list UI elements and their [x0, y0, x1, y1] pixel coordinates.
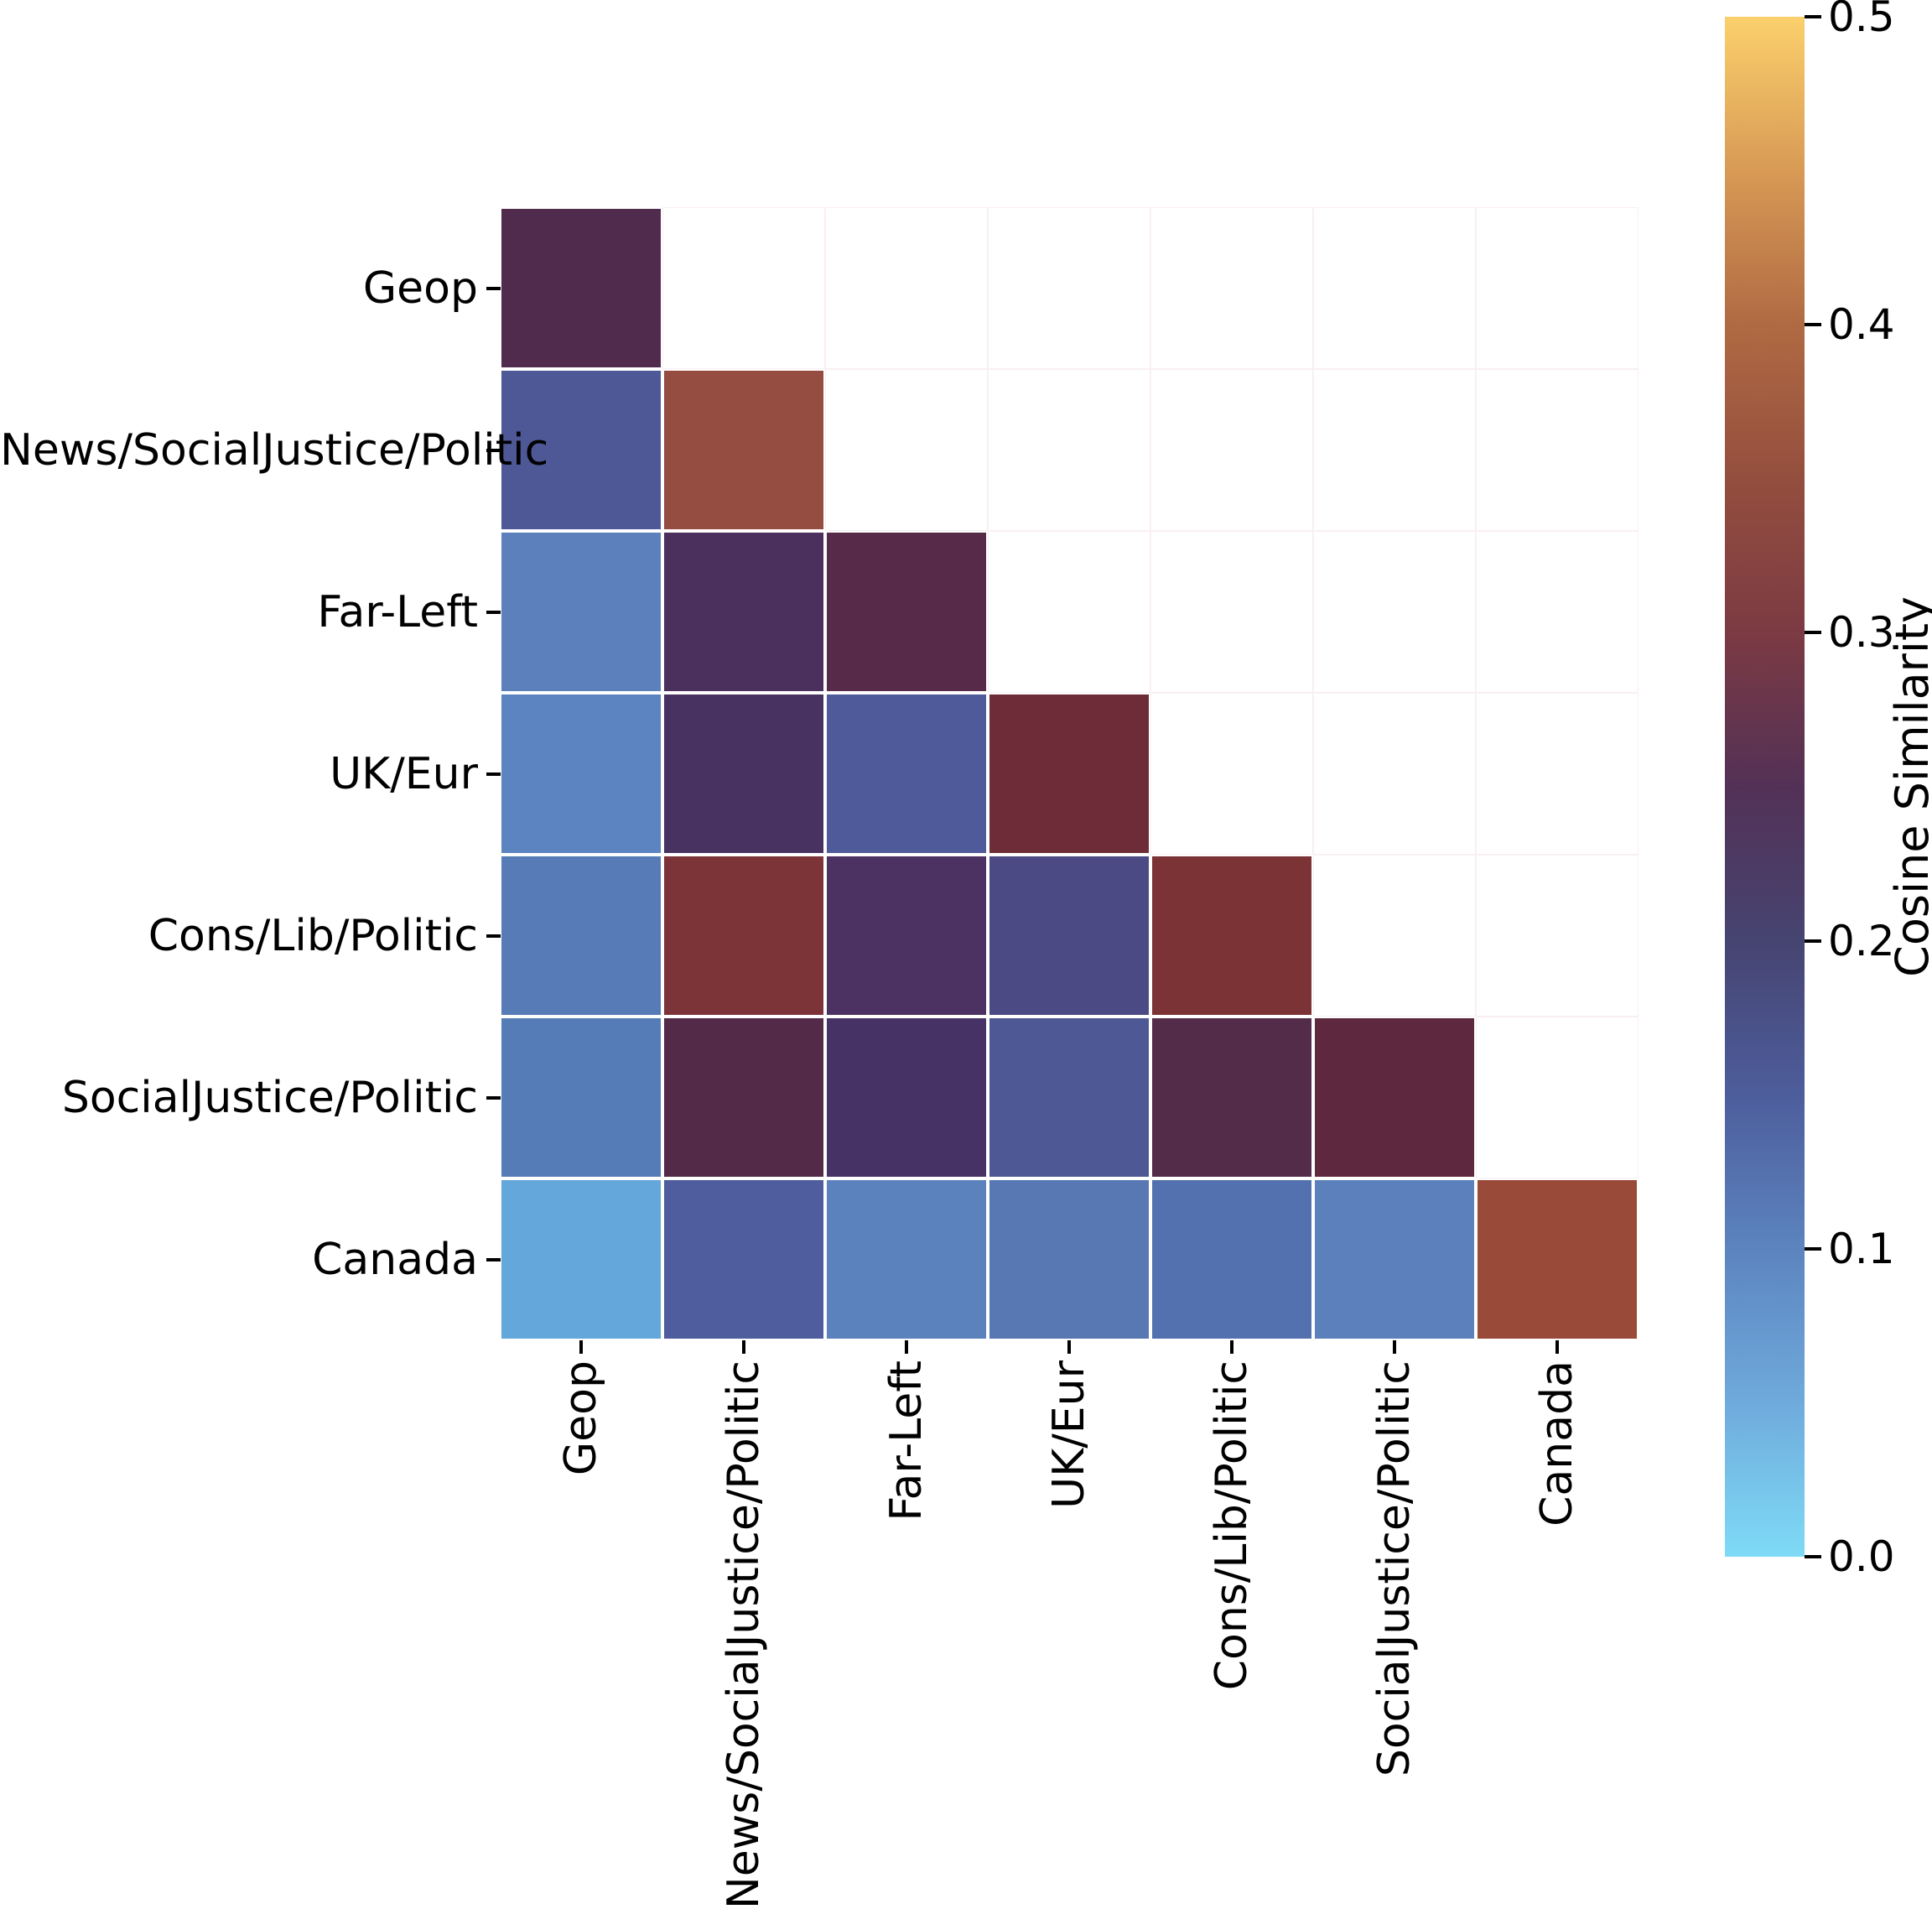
x-tick-label-wrap: Cons/Lib/Politic	[1205, 1360, 1259, 1690]
heatmap-cell	[989, 694, 1149, 853]
x-tick	[1393, 1340, 1396, 1354]
y-tick-label: UK/Eur	[0, 747, 478, 801]
heatmap-masked-cell	[1313, 369, 1476, 531]
colorbar-tick-label: 0.3	[1828, 606, 1895, 659]
heatmap-masked-cell	[825, 369, 988, 531]
y-tick	[486, 1096, 501, 1100]
heatmap-masked-cell	[1313, 531, 1476, 693]
y-tick-label: News/SocialJustice/Politic	[0, 424, 478, 477]
heatmap-cell	[827, 533, 986, 691]
y-tick	[486, 1258, 501, 1261]
x-tick-label-wrap: Canada	[1530, 1360, 1584, 1527]
heatmap-cell	[664, 856, 823, 1015]
x-tick-label-wrap: UK/Eur	[1042, 1360, 1096, 1509]
colorbar-tick-label: 0.1	[1828, 1222, 1895, 1276]
heatmap-plot-area	[500, 207, 1639, 1340]
x-tick-label: UK/Eur	[1044, 1360, 1094, 1509]
y-tick-label: Canada	[0, 1233, 478, 1287]
y-tick-label: Geop	[0, 262, 478, 315]
heatmap-cell	[501, 533, 661, 691]
heatmap-masked-cell	[1150, 693, 1313, 855]
x-tick-label: SocialJustice/Politic	[1369, 1360, 1420, 1776]
heatmap-masked-cell	[988, 531, 1150, 693]
heatmap-cell	[827, 1180, 986, 1339]
y-tick-label: Cons/Lib/Politic	[0, 909, 478, 963]
x-tick	[579, 1340, 583, 1354]
x-tick	[1067, 1340, 1071, 1354]
x-tick	[1230, 1340, 1233, 1354]
colorbar-tick	[1805, 939, 1821, 943]
y-tick-label: SocialJustice/Politic	[0, 1071, 478, 1125]
x-tick-label-wrap: Far-Left	[880, 1360, 933, 1521]
heatmap-cell	[1152, 1018, 1311, 1177]
x-tick-label: Geop	[556, 1360, 606, 1475]
x-tick-label: Canada	[1532, 1360, 1582, 1527]
heatmap-cell	[989, 856, 1149, 1015]
heatmap-cell	[501, 209, 661, 367]
heatmap-cell	[664, 694, 823, 853]
x-tick	[742, 1340, 745, 1354]
heatmap-masked-cell	[1476, 855, 1639, 1017]
heatmap-masked-cell	[1476, 207, 1639, 369]
heatmap-cell	[827, 694, 986, 853]
colorbar-tick-label: 0.4	[1828, 298, 1895, 351]
x-tick-label-wrap: SocialJustice/Politic	[1368, 1360, 1421, 1776]
heatmap-cell	[664, 1180, 823, 1339]
x-tick	[1555, 1340, 1559, 1354]
heatmap-masked-cell	[1150, 531, 1313, 693]
heatmap-cell	[1152, 856, 1311, 1015]
heatmap-masked-cell	[1476, 693, 1639, 855]
colorbar-gradient	[1725, 17, 1805, 1557]
heatmap-masked-cell	[988, 369, 1150, 531]
heatmap-masked-cell	[1150, 369, 1313, 531]
x-tick-label: Cons/Lib/Politic	[1207, 1360, 1257, 1690]
heatmap-cell	[1315, 1180, 1474, 1339]
y-tick	[486, 772, 501, 776]
x-tick	[905, 1340, 908, 1354]
colorbar-tick	[1805, 631, 1821, 634]
heatmap-masked-cell	[1313, 207, 1476, 369]
heatmap-masked-cell	[1313, 693, 1476, 855]
heatmap-cell	[501, 1180, 661, 1339]
heatmap-masked-cell	[662, 207, 825, 369]
heatmap-masked-cell	[825, 207, 988, 369]
heatmap-cell	[989, 1180, 1149, 1339]
colorbar-tick-label: 0.0	[1828, 1530, 1895, 1584]
heatmap-cell	[827, 856, 986, 1015]
heatmap-cell	[664, 533, 823, 691]
colorbar-tick	[1805, 323, 1821, 326]
colorbar-tick-label: 0.5	[1828, 0, 1895, 44]
heatmap-cell	[664, 371, 823, 529]
heatmap-masked-cell	[1476, 369, 1639, 531]
colorbar-tick	[1805, 15, 1821, 18]
heatmap-cell	[989, 1018, 1149, 1177]
heatmap-cell	[664, 1018, 823, 1177]
heatmap-cell	[827, 1018, 986, 1177]
y-tick	[486, 934, 501, 938]
colorbar-title: Cosine Similarity	[1886, 596, 1932, 977]
colorbar-tick	[1805, 1555, 1821, 1558]
heatmap-cell	[501, 694, 661, 853]
x-tick-label-wrap: News/SocialJustice/Politic	[717, 1360, 771, 1909]
colorbar-tick-label: 0.2	[1828, 914, 1895, 968]
heatmap-cell	[1152, 1180, 1311, 1339]
heatmap-cell	[1315, 1018, 1474, 1177]
heatmap-cell	[501, 856, 661, 1015]
heatmap-masked-cell	[988, 207, 1150, 369]
heatmap-cell	[1478, 1180, 1637, 1339]
heatmap-masked-cell	[1150, 207, 1313, 369]
heatmap-masked-cell	[1476, 531, 1639, 693]
colorbar-tick	[1805, 1247, 1821, 1251]
colorbar-title-wrap: Cosine Similarity	[1887, 17, 1932, 1557]
y-tick-label: Far-Left	[0, 585, 478, 639]
x-tick-label: Far-Left	[881, 1360, 932, 1521]
heatmap-cell	[501, 1018, 661, 1177]
heatmap-masked-cell	[1313, 855, 1476, 1017]
heatmap-masked-cell	[1476, 1017, 1639, 1178]
x-tick-label-wrap: Geop	[554, 1360, 608, 1475]
y-tick	[486, 611, 501, 614]
x-tick-label: News/SocialJustice/Politic	[719, 1360, 769, 1909]
y-tick	[486, 287, 501, 290]
